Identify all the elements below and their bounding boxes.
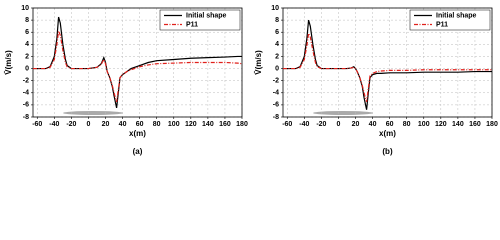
- y-tick-label: 6: [25, 29, 29, 36]
- x-tick-label: 40: [369, 121, 377, 128]
- x-tick-label: 20: [102, 121, 110, 128]
- x-tick-label: 80: [153, 121, 161, 128]
- y-tick-label: 2: [25, 53, 29, 60]
- x-tick-label: -20: [316, 121, 326, 128]
- x-tick-label: -60: [282, 121, 292, 128]
- legend-label: P11: [436, 21, 448, 28]
- y-tick-label: -2: [273, 78, 279, 85]
- y-axis-label: V̄(m/s): [4, 50, 13, 75]
- y-tick-label: 10: [271, 5, 279, 12]
- y-tick-label: -8: [273, 114, 279, 121]
- y-tick-label: 8: [275, 17, 279, 24]
- x-tick-label: 80: [403, 121, 411, 128]
- x-tick-label: -20: [66, 121, 76, 128]
- y-tick-label: -4: [273, 90, 279, 97]
- x-tick-label: 140: [202, 121, 214, 128]
- x-tick-label: 60: [136, 121, 144, 128]
- x-tick-label: 60: [386, 121, 394, 128]
- series-line: [33, 16, 242, 109]
- legend-label: Initial shape: [436, 12, 477, 19]
- x-tick-label: 0: [86, 121, 90, 128]
- y-tick-label: 4: [275, 41, 279, 48]
- y-tick-label: -6: [23, 102, 29, 109]
- x-tick-label: 20: [352, 121, 360, 128]
- series-line: [283, 19, 492, 110]
- x-tick-label: 120: [185, 121, 197, 128]
- legend-label: Initial shape: [186, 12, 227, 19]
- caption: (a): [133, 147, 143, 156]
- caption: (b): [382, 147, 393, 156]
- y-tick-label: 10: [21, 5, 29, 12]
- y-tick-label: 0: [25, 65, 29, 72]
- series-line: [283, 31, 492, 103]
- y-tick-label: -6: [273, 102, 279, 109]
- y-tick-label: -2: [23, 78, 29, 85]
- y-tick-label: 8: [25, 17, 29, 24]
- y-tick-label: 4: [25, 41, 29, 48]
- x-tick-label: 100: [168, 121, 180, 128]
- x-tick-label: 100: [418, 121, 430, 128]
- x-tick-label: 120: [435, 121, 447, 128]
- x-tick-label: 180: [486, 121, 498, 128]
- y-tick-label: 6: [275, 29, 279, 36]
- legend-label: P11: [186, 21, 198, 28]
- y-tick-label: -4: [23, 90, 29, 97]
- x-axis-label: x(m): [379, 129, 396, 138]
- x-tick-label: 140: [452, 121, 464, 128]
- x-axis-label: x(m): [129, 129, 146, 138]
- x-tick-label: 180: [236, 121, 248, 128]
- x-tick-label: -60: [32, 121, 42, 128]
- y-tick-label: 0: [275, 65, 279, 72]
- x-tick-label: 160: [219, 121, 231, 128]
- plot-frame: [282, 7, 493, 118]
- geometry-shadow: [63, 111, 123, 115]
- series-line: [33, 28, 243, 103]
- x-tick-label: 160: [469, 121, 481, 128]
- x-tick-label: 0: [336, 121, 340, 128]
- x-tick-label: 40: [119, 121, 127, 128]
- plot-frame: [32, 7, 243, 118]
- x-tick-label: -40: [299, 121, 309, 128]
- y-tick-label: 2: [275, 53, 279, 60]
- geometry-shadow: [313, 111, 373, 115]
- x-tick-label: -40: [49, 121, 59, 128]
- y-axis-label: V̄(m/s): [254, 50, 263, 75]
- y-tick-label: -8: [23, 114, 29, 121]
